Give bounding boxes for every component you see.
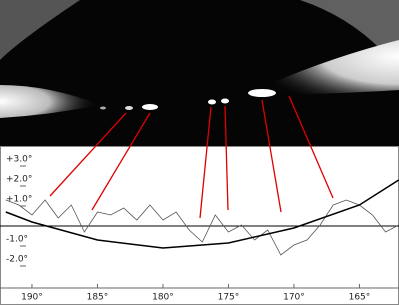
y-tick-label: +2.0° (6, 175, 32, 185)
profile-line (5, 199, 399, 256)
fit-curve (5, 179, 399, 249)
photo (0, 0, 399, 146)
x-tick-label: 170° (283, 293, 305, 303)
y-tick-label: -2.0° (6, 255, 28, 265)
plot: +3.0° +2.0° +1.0° -1.0° -2.0° 190° 185° 180° 175… (0, 155, 399, 303)
x-tick-label: 180° (152, 293, 174, 303)
connectors (49, 95, 334, 219)
x-tick-label: 175° (218, 293, 240, 303)
y-tick-label: +3.0° (6, 155, 32, 165)
x-tick-label: 190° (21, 293, 43, 303)
x-tick-label: 165° (349, 293, 371, 303)
y-tick-label: -1.0° (6, 235, 28, 245)
y-tick-label: +1.0° (6, 195, 32, 205)
x-tick-label: 185° (87, 293, 109, 303)
